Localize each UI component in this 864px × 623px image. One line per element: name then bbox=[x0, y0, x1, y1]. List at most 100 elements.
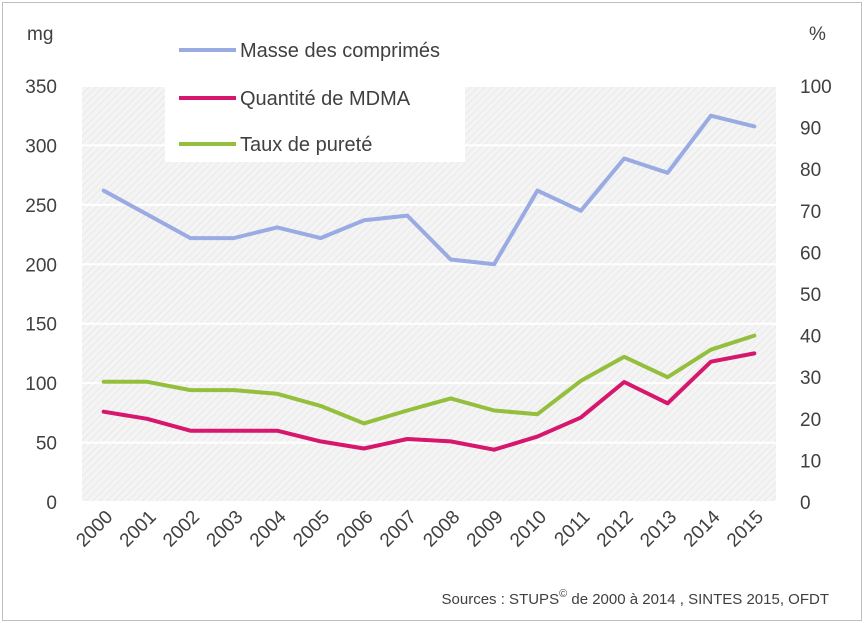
data-point-mdma bbox=[579, 416, 583, 420]
data-point-masse bbox=[362, 218, 366, 222]
left-tick-label: 200 bbox=[25, 255, 57, 276]
x-tick-label: 2011 bbox=[551, 507, 595, 551]
x-tick-label: 2005 bbox=[289, 507, 334, 552]
data-point-masse bbox=[579, 209, 583, 213]
left-axis-unit: mg bbox=[27, 24, 53, 45]
source-suffix: de 2000 à 2014 , SINTES 2015, OFDT bbox=[567, 591, 829, 608]
x-tick-label: 2013 bbox=[636, 507, 681, 552]
data-point-masse bbox=[102, 189, 106, 193]
data-point-mdma bbox=[102, 410, 106, 414]
data-point-mdma bbox=[622, 380, 626, 384]
data-point-purete bbox=[275, 392, 279, 396]
right-tick-label: 60 bbox=[800, 243, 821, 264]
right-tick-label: 0 bbox=[800, 493, 811, 514]
data-point-masse bbox=[188, 236, 192, 240]
data-point-purete bbox=[752, 334, 756, 338]
data-point-masse bbox=[275, 225, 279, 229]
x-axis-ticks: 2000200120022003200420052006200720082009… bbox=[72, 506, 767, 551]
data-point-purete bbox=[709, 348, 713, 352]
series-line-purete bbox=[101, 333, 757, 426]
x-tick-label: 2009 bbox=[463, 507, 508, 552]
data-point-masse bbox=[145, 212, 149, 216]
data-point-mdma bbox=[232, 429, 236, 433]
data-point-mdma bbox=[709, 360, 713, 364]
data-point-mdma bbox=[492, 448, 496, 452]
right-tick-label: 10 bbox=[800, 451, 821, 472]
source-note: Sources : STUPS© de 2000 à 2014 , SINTES… bbox=[442, 588, 829, 608]
data-point-masse bbox=[449, 258, 453, 262]
left-tick-label: 50 bbox=[36, 434, 57, 455]
right-axis-ticks: 0 10 20 30 40 50 60 70 80 90 100 bbox=[800, 77, 832, 514]
data-point-purete bbox=[449, 396, 453, 400]
x-tick-label: 2010 bbox=[506, 507, 551, 552]
right-tick-label: 80 bbox=[800, 160, 821, 181]
series-line-mdma bbox=[101, 351, 757, 452]
legend: Masse des comprimés Quantité de MDMA Tau… bbox=[165, 31, 465, 162]
data-point-purete bbox=[492, 408, 496, 412]
left-tick-label: 350 bbox=[25, 77, 57, 98]
data-point-purete bbox=[579, 379, 583, 383]
left-tick-label: 0 bbox=[46, 493, 57, 514]
right-axis-unit: % bbox=[809, 24, 826, 45]
x-tick-label: 2001 bbox=[116, 507, 161, 552]
x-tick-label: 2002 bbox=[159, 507, 204, 552]
data-point-masse bbox=[752, 124, 756, 128]
data-point-masse bbox=[709, 114, 713, 118]
legend-label-masse: Masse des comprimés bbox=[240, 40, 440, 62]
legend-label-purete: Taux de pureté bbox=[240, 134, 372, 156]
data-point-masse bbox=[535, 189, 539, 193]
x-tick-label: 2014 bbox=[680, 506, 725, 551]
data-point-purete bbox=[622, 355, 626, 359]
data-point-purete bbox=[319, 404, 323, 408]
data-point-purete bbox=[405, 408, 409, 412]
data-point-masse bbox=[622, 157, 626, 161]
data-point-purete bbox=[232, 388, 236, 392]
line-chart: mg % 0 50 100 150 200 250 300 350 0 10 20 30 40 50 60… bbox=[25, 24, 832, 608]
data-point-purete bbox=[666, 375, 670, 379]
source-superscript: © bbox=[559, 588, 567, 600]
data-point-purete bbox=[145, 380, 149, 384]
data-point-mdma bbox=[188, 429, 192, 433]
x-tick-label: 2015 bbox=[723, 507, 768, 552]
data-point-mdma bbox=[752, 351, 756, 355]
right-tick-label: 50 bbox=[800, 285, 821, 306]
data-point-purete bbox=[362, 421, 366, 425]
left-tick-label: 300 bbox=[25, 136, 57, 157]
source-prefix: Sources : STUPS bbox=[442, 591, 560, 608]
data-point-mdma bbox=[405, 437, 409, 441]
data-point-mdma bbox=[275, 429, 279, 433]
right-tick-label: 20 bbox=[800, 410, 821, 431]
series-line-masse bbox=[101, 113, 757, 267]
data-point-masse bbox=[232, 236, 236, 240]
x-tick-label: 2004 bbox=[246, 506, 291, 551]
data-point-mdma bbox=[145, 417, 149, 421]
data-point-mdma bbox=[319, 439, 323, 443]
x-tick-label: 2007 bbox=[376, 507, 421, 552]
x-tick-label: 2003 bbox=[203, 507, 248, 552]
data-point-mdma bbox=[362, 447, 366, 451]
data-point-purete bbox=[102, 380, 106, 384]
data-point-purete bbox=[188, 388, 192, 392]
right-tick-label: 100 bbox=[800, 77, 832, 98]
data-point-masse bbox=[666, 171, 670, 175]
legend-label-mdma: Quantité de MDMA bbox=[240, 88, 411, 110]
right-tick-label: 70 bbox=[800, 202, 821, 223]
x-tick-label: 2006 bbox=[333, 507, 378, 552]
data-point-purete bbox=[535, 412, 539, 416]
right-tick-label: 90 bbox=[800, 119, 821, 140]
data-point-mdma bbox=[666, 401, 670, 405]
left-tick-label: 250 bbox=[25, 196, 57, 217]
data-point-masse bbox=[492, 262, 496, 266]
left-axis-ticks: 0 50 100 150 200 250 300 350 bbox=[25, 77, 57, 514]
data-point-mdma bbox=[535, 435, 539, 439]
x-tick-label: 2012 bbox=[593, 507, 638, 552]
data-point-mdma bbox=[449, 439, 453, 443]
left-tick-label: 150 bbox=[25, 315, 57, 336]
right-tick-label: 30 bbox=[800, 368, 821, 389]
data-point-masse bbox=[405, 214, 409, 218]
x-tick-label: 2008 bbox=[419, 507, 464, 552]
series-lines bbox=[101, 113, 757, 452]
left-tick-label: 100 bbox=[25, 374, 57, 395]
data-point-masse bbox=[319, 236, 323, 240]
